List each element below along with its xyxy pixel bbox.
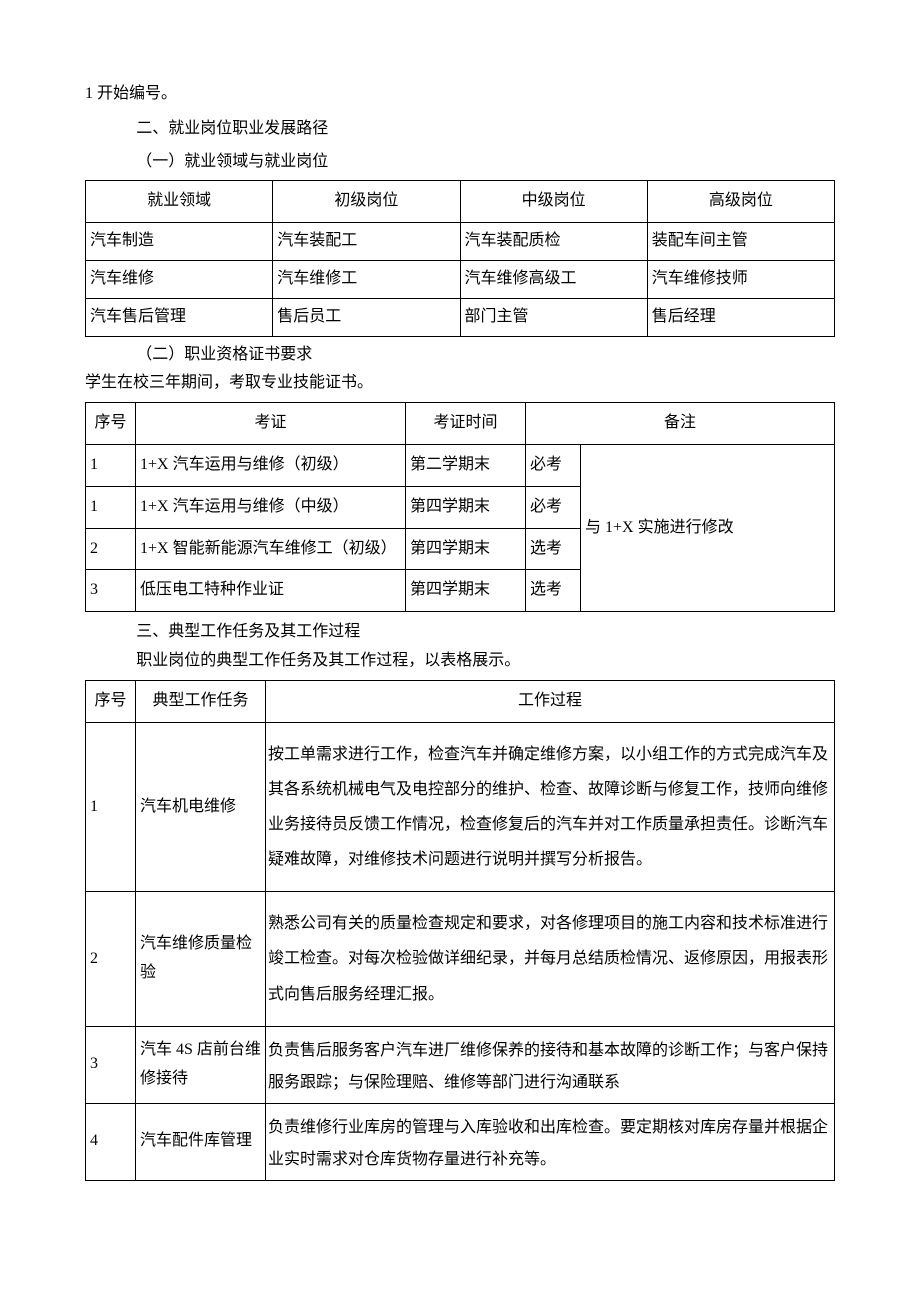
col-process: 工作过程	[266, 680, 835, 722]
cell-seq: 4	[86, 1103, 136, 1180]
heading-section-3: 三、典型工作任务及其工作过程	[85, 618, 835, 647]
cell-process: 熟悉公司有关的质量检查规定和要求，对各修理项目的施工内容和技术标准进行竣工检查。…	[266, 892, 835, 1027]
cell: 汽车制造	[86, 223, 273, 261]
cell-seq: 1	[86, 486, 136, 528]
col-seq: 序号	[86, 403, 136, 445]
col-mid: 中级岗位	[460, 181, 647, 223]
table-header-row: 就业领域 初级岗位 中级岗位 高级岗位	[86, 181, 835, 223]
cell-seq: 2	[86, 892, 136, 1027]
table-row: 3 汽车 4S 店前台维修接待 负责售后服务客户汽车进厂维修保养的接待和基本故障…	[86, 1026, 835, 1103]
table-certificates: 序号 考证 考证时间 备注 1 1+X 汽车运用与维修（初级） 第二学期末 必考…	[85, 402, 835, 612]
table-row: 1 1+X 汽车运用与维修（初级） 第二学期末 必考 与 1+X 实施进行修改	[86, 444, 835, 486]
cell: 部门主管	[460, 298, 647, 336]
cell: 汽车维修	[86, 260, 273, 298]
subheading-2-2: （二）职业资格证书要求	[85, 341, 835, 370]
cell-req: 选考	[526, 570, 581, 612]
cell-task: 汽车维修质量检验	[136, 892, 266, 1027]
cell-seq: 1	[86, 444, 136, 486]
table-row: 4 汽车配件库管理 负责维修行业库房的管理与入库验收和出库检查。要定期核对库房存…	[86, 1103, 835, 1180]
cell: 汽车装配工	[273, 223, 460, 261]
cell: 汽车维修技师	[647, 260, 834, 298]
table-header-row: 序号 典型工作任务 工作过程	[86, 680, 835, 722]
cell-req: 必考	[526, 486, 581, 528]
cell: 售后经理	[647, 298, 834, 336]
cell: 汽车维修工	[273, 260, 460, 298]
table-tasks: 序号 典型工作任务 工作过程 1 汽车机电维修 按工单需求进行工作，检查汽车并确…	[85, 680, 835, 1181]
cell-task: 汽车配件库管理	[136, 1103, 266, 1180]
cell-time: 第四学期末	[406, 528, 526, 570]
table-row: 2 汽车维修质量检验 熟悉公司有关的质量检查规定和要求，对各修理项目的施工内容和…	[86, 892, 835, 1027]
cell-time: 第四学期末	[406, 570, 526, 612]
col-seq: 序号	[86, 680, 136, 722]
paragraph-cert-note: 学生在校三年期间，考取专业技能证书。	[85, 369, 835, 398]
col-note: 备注	[526, 403, 835, 445]
table-row: 1 汽车机电维修 按工单需求进行工作，检查汽车并确定维修方案，以小组工作的方式完…	[86, 722, 835, 892]
table-row: 汽车制造 汽车装配工 汽车装配质检 装配车间主管	[86, 223, 835, 261]
cell-time: 第二学期末	[406, 444, 526, 486]
col-domain: 就业领域	[86, 181, 273, 223]
cell-task: 汽车机电维修	[136, 722, 266, 892]
cell-note-merged: 与 1+X 实施进行修改	[581, 444, 835, 611]
heading-section-2: 二、就业岗位职业发展路径	[85, 115, 835, 144]
cell-seq: 1	[86, 722, 136, 892]
cell-cert: 1+X 汽车运用与维修（初级）	[136, 444, 406, 486]
cell: 汽车维修高级工	[460, 260, 647, 298]
col-task: 典型工作任务	[136, 680, 266, 722]
cell-req: 选考	[526, 528, 581, 570]
cell-seq: 3	[86, 570, 136, 612]
col-time: 考证时间	[406, 403, 526, 445]
col-senior: 高级岗位	[647, 181, 834, 223]
cell-seq: 3	[86, 1026, 136, 1103]
cell: 售后员工	[273, 298, 460, 336]
cell-process: 按工单需求进行工作，检查汽车并确定维修方案，以小组工作的方式完成汽车及其各系统机…	[266, 722, 835, 892]
paragraph-task-note: 职业岗位的典型工作任务及其工作过程，以表格展示。	[85, 647, 835, 676]
paragraph-continuation: 1 开始编号。	[85, 80, 835, 109]
table-employment: 就业领域 初级岗位 中级岗位 高级岗位 汽车制造 汽车装配工 汽车装配质检 装配…	[85, 180, 835, 336]
cell-process: 负责维修行业库房的管理与入库验收和出库检查。要定期核对库房存量并根据企业实时需求…	[266, 1103, 835, 1180]
cell-time: 第四学期末	[406, 486, 526, 528]
cell-task: 汽车 4S 店前台维修接待	[136, 1026, 266, 1103]
cell: 汽车售后管理	[86, 298, 273, 336]
cell-cert: 低压电工特种作业证	[136, 570, 406, 612]
table-row: 汽车维修 汽车维修工 汽车维修高级工 汽车维修技师	[86, 260, 835, 298]
table-row: 汽车售后管理 售后员工 部门主管 售后经理	[86, 298, 835, 336]
table-header-row: 序号 考证 考证时间 备注	[86, 403, 835, 445]
cell-cert: 1+X 汽车运用与维修（中级）	[136, 486, 406, 528]
cell-process: 负责售后服务客户汽车进厂维修保养的接待和基本故障的诊断工作；与客户保持服务跟踪；…	[266, 1026, 835, 1103]
cell-req: 必考	[526, 444, 581, 486]
cell: 装配车间主管	[647, 223, 834, 261]
cell: 汽车装配质检	[460, 223, 647, 261]
col-junior: 初级岗位	[273, 181, 460, 223]
subheading-2-1: （一）就业领域与就业岗位	[85, 148, 835, 177]
col-cert: 考证	[136, 403, 406, 445]
cell-seq: 2	[86, 528, 136, 570]
cell-cert: 1+X 智能新能源汽车维修工（初级）	[136, 528, 406, 570]
